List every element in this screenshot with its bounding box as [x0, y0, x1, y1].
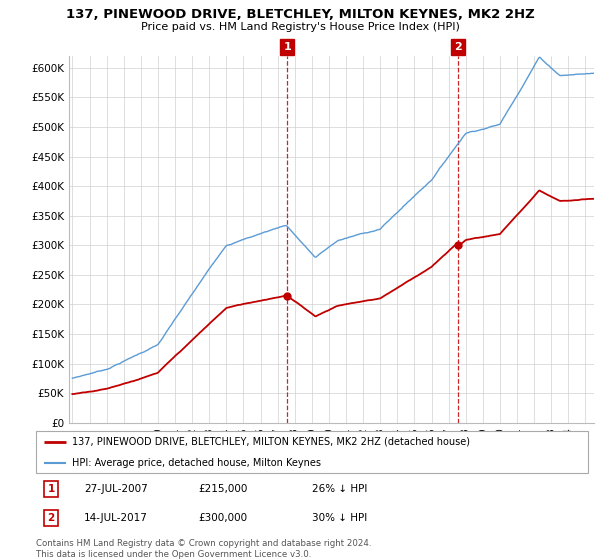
- Text: 14-JUL-2017: 14-JUL-2017: [84, 513, 148, 523]
- Text: 30% ↓ HPI: 30% ↓ HPI: [312, 513, 367, 523]
- Text: 1: 1: [284, 42, 291, 52]
- Text: £300,000: £300,000: [198, 513, 247, 523]
- FancyBboxPatch shape: [36, 431, 588, 473]
- Text: 2: 2: [454, 42, 462, 52]
- Text: 137, PINEWOOD DRIVE, BLETCHLEY, MILTON KEYNES, MK2 2HZ: 137, PINEWOOD DRIVE, BLETCHLEY, MILTON K…: [65, 8, 535, 21]
- Text: 27-JUL-2007: 27-JUL-2007: [84, 484, 148, 494]
- Text: £215,000: £215,000: [198, 484, 247, 494]
- Text: Price paid vs. HM Land Registry's House Price Index (HPI): Price paid vs. HM Land Registry's House …: [140, 22, 460, 32]
- Text: 2: 2: [47, 513, 55, 523]
- Text: 26% ↓ HPI: 26% ↓ HPI: [312, 484, 367, 494]
- Text: Contains HM Land Registry data © Crown copyright and database right 2024.
This d: Contains HM Land Registry data © Crown c…: [36, 539, 371, 559]
- Text: 1: 1: [47, 484, 55, 494]
- Text: HPI: Average price, detached house, Milton Keynes: HPI: Average price, detached house, Milt…: [72, 458, 321, 468]
- Text: 137, PINEWOOD DRIVE, BLETCHLEY, MILTON KEYNES, MK2 2HZ (detached house): 137, PINEWOOD DRIVE, BLETCHLEY, MILTON K…: [72, 437, 470, 447]
